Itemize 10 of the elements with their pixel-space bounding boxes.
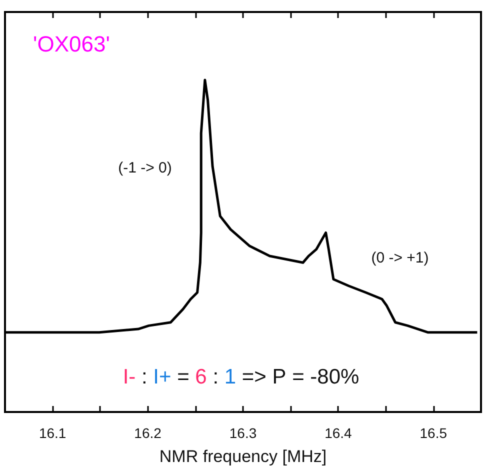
x-tick-label: 16.2: [134, 425, 162, 441]
text: I- : I+ = 6 : 1 => P = -80%: [122, 366, 360, 388]
annotation: (-1 -> 0): [118, 160, 172, 176]
x-axis-title: NMR frequency [MHz]: [159, 447, 327, 466]
annotation: (0 -> +1): [371, 250, 429, 266]
x-tick-label: 16.3: [229, 425, 257, 441]
x-tick-label: 16.1: [38, 425, 66, 441]
x-tick-label: 16.5: [420, 425, 448, 441]
x-tick-label: 16.4: [324, 425, 352, 441]
chart-title: 'OX063': [33, 32, 110, 56]
